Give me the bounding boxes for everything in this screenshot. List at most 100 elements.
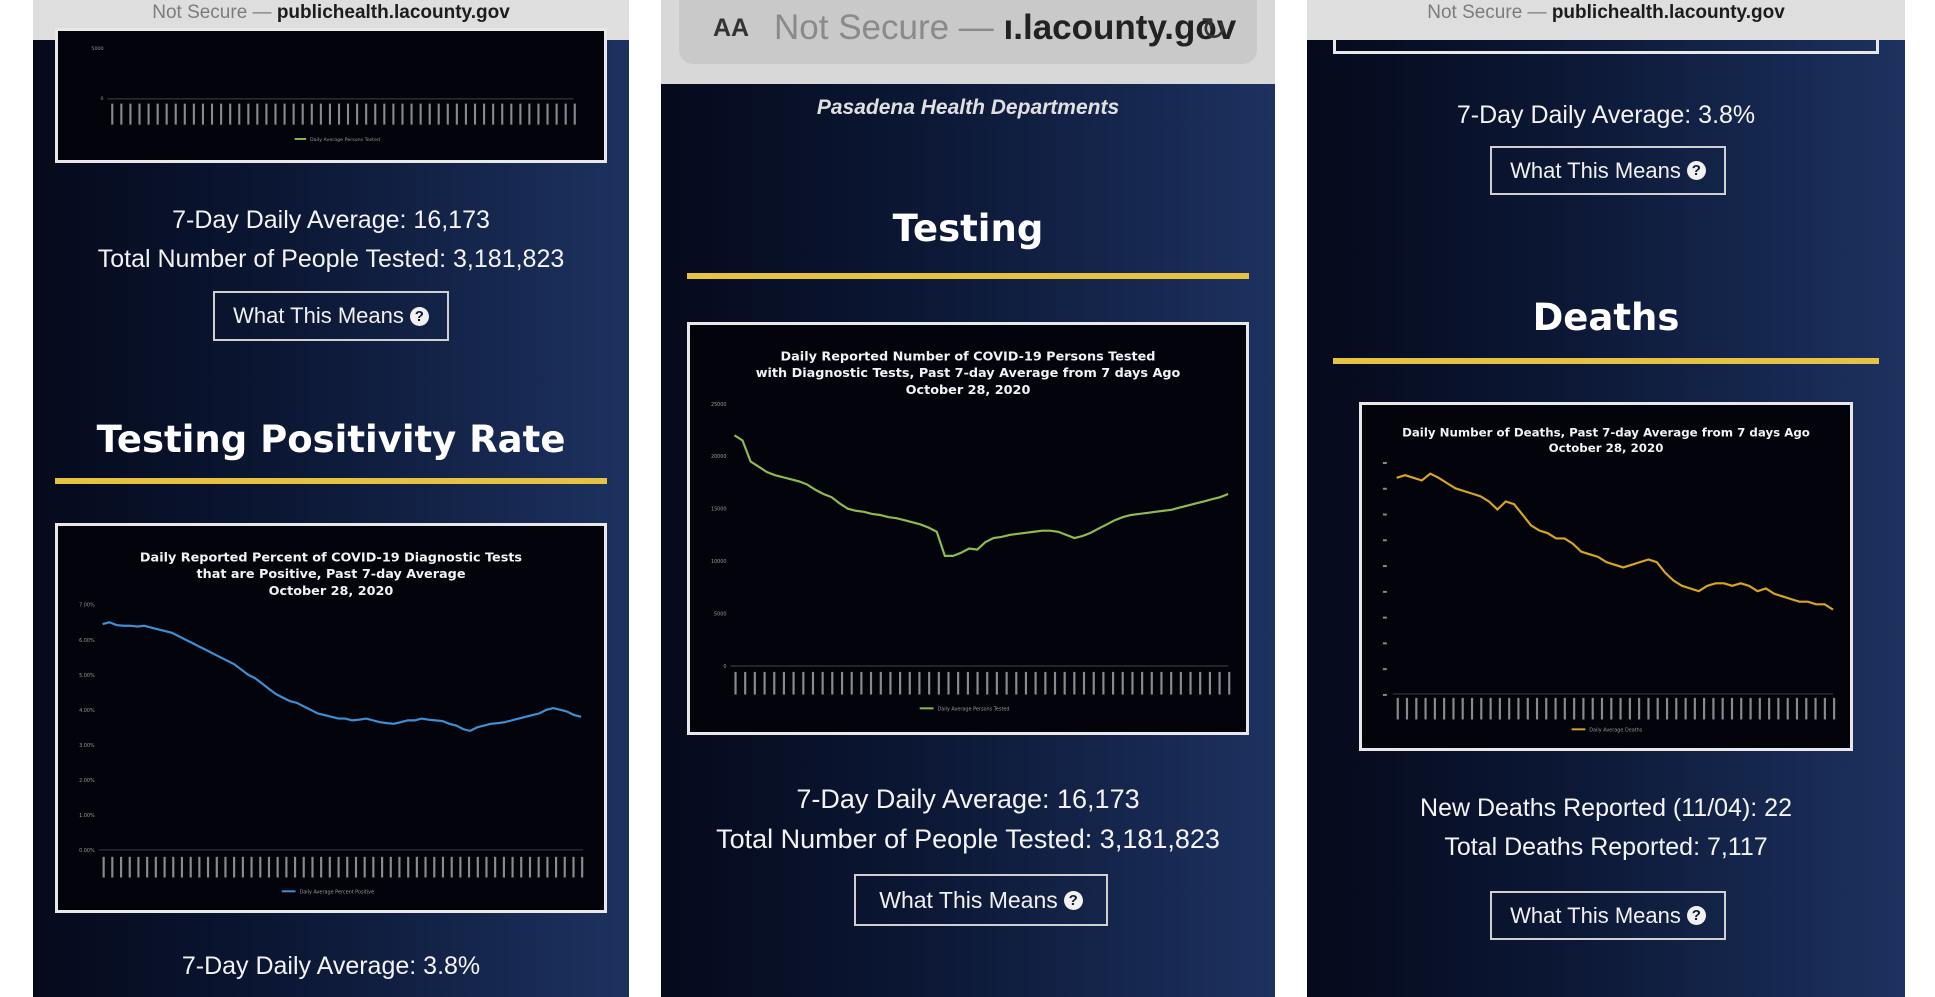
x-tick-label	[501, 103, 504, 125]
testing-total: Total Number of People Tested: 3,181,823	[97, 245, 565, 273]
y-tick-label: 4.00%	[79, 708, 95, 714]
y-tick-label: 20000	[711, 454, 727, 460]
x-tick-label	[1044, 671, 1047, 695]
x-tick-label	[928, 671, 931, 695]
x-tick-label	[428, 103, 431, 125]
x-tick-label	[111, 856, 114, 878]
url-bar[interactable]: Not Secure — publichealth.lacounty.gov	[1307, 0, 1905, 40]
x-tick-label	[782, 671, 785, 695]
section-title-positivity: Testing Positivity Rate	[96, 418, 566, 461]
x-tick-label	[908, 671, 911, 695]
x-tick-label	[154, 856, 157, 878]
x-tick-label	[172, 856, 175, 878]
x-tick-label	[174, 103, 177, 125]
x-tick-label	[528, 856, 532, 878]
what-this-means-button[interactable]: What This Means?	[213, 291, 449, 341]
x-tick-label	[102, 856, 105, 878]
x-tick-label	[520, 856, 523, 878]
x-tick-label	[1638, 697, 1641, 720]
x-tick-label	[293, 856, 297, 878]
x-tick-label	[238, 103, 241, 125]
x-tick-label	[392, 103, 395, 125]
deaths-series-line	[1396, 472, 1834, 611]
section-title-deaths: Deaths	[1532, 296, 1680, 339]
x-tick-label	[1777, 697, 1780, 720]
chart-title-line-1: Daily Reported Number of COVID-19 Person…	[781, 349, 1156, 364]
x-tick-label	[1517, 697, 1520, 720]
x-tick-label	[337, 856, 340, 878]
x-tick-label	[1665, 697, 1669, 720]
x-tick-label	[311, 856, 314, 878]
x-tick-label	[467, 856, 471, 878]
positivity-chart: Daily Reported Percent of COVID-19 Diagn…	[55, 523, 607, 913]
phone-panel-right: Not Secure — publichealth.lacounty.gov 7…	[1307, 0, 1905, 997]
x-tick-label	[1082, 671, 1086, 695]
x-tick-label	[1170, 671, 1173, 695]
x-tick-label	[1833, 697, 1836, 720]
x-tick-label	[137, 856, 140, 878]
y-tick-mark	[1382, 462, 1387, 464]
x-tick-label	[734, 671, 737, 695]
y-tick: 5000	[91, 46, 103, 52]
y-tick-mark	[1382, 565, 1387, 568]
x-tick-label	[1703, 697, 1706, 720]
x-tick-label	[283, 103, 286, 125]
x-tick-label	[1015, 671, 1018, 695]
x-tick-label	[572, 856, 575, 878]
x-tick-label	[1121, 671, 1124, 695]
x-tick-label	[1675, 697, 1678, 720]
x-tick-label	[957, 671, 960, 695]
y-axis-ticks	[1382, 462, 1387, 696]
x-tick-label	[1141, 671, 1144, 695]
what-this-means-button-deaths[interactable]: What This Means?	[1490, 891, 1726, 940]
testing-chart: Daily Reported Number of COVID-19 Person…	[687, 322, 1249, 735]
y-tick-mark	[1382, 539, 1387, 542]
y-tick-mark	[1382, 693, 1387, 696]
text-size-button[interactable]: AA	[713, 14, 750, 42]
chart-title-line-1: Daily Reported Percent of COVID-19 Diagn…	[140, 550, 523, 565]
x-tick-label	[744, 671, 747, 695]
button-label: What This Means	[1510, 902, 1681, 928]
x-tick-label	[537, 103, 540, 125]
x-tick-label	[802, 671, 805, 695]
section-divider	[687, 273, 1249, 279]
reload-icon[interactable]: ↻	[1200, 11, 1227, 47]
url-bar[interactable]: AA Not Secure — ı.lacounty.gov ↻	[661, 0, 1275, 84]
x-tick-label	[1600, 697, 1604, 720]
what-this-means-button-positivity[interactable]: What This Means?	[1490, 146, 1726, 195]
x-tick-label	[398, 856, 401, 878]
legend-label: Daily Average Deaths	[1589, 727, 1643, 733]
y-tick-label: 7.00%	[79, 603, 95, 609]
x-tick-label	[476, 856, 479, 878]
x-tick-label	[869, 671, 873, 695]
chart-title-line-3: October 28, 2020	[906, 383, 1031, 398]
y-tick-label: 25000	[711, 402, 727, 408]
x-tick-label	[401, 103, 404, 125]
y-axis-ticks: 25000 20000 15000 10000 5000 0	[711, 402, 727, 670]
x-tick-label	[966, 671, 969, 695]
x-tick-label	[265, 103, 268, 125]
url-pill[interactable]: AA Not Secure — ı.lacounty.gov ↻	[679, 0, 1257, 64]
y-tick-mark	[1382, 668, 1387, 671]
x-tick-label	[473, 103, 477, 125]
x-tick-label	[301, 103, 304, 125]
x-tick-label	[128, 856, 131, 878]
x-tick-label	[389, 856, 392, 878]
testing-chart-svg: Daily Reported Number of COVID-19 Person…	[711, 349, 1231, 712]
x-tick-label	[165, 103, 168, 125]
x-tick-label	[1573, 697, 1576, 720]
what-this-means-button[interactable]: What This Means?	[854, 874, 1108, 926]
x-tick-label	[1102, 671, 1105, 695]
x-tick-label	[1405, 697, 1409, 720]
x-tick-label	[1795, 697, 1799, 720]
chart-title-line-2: that are Positive, Past 7-day Average	[196, 567, 465, 582]
x-tick-label	[995, 671, 998, 695]
x-tick-label	[1693, 697, 1696, 720]
previous-chart-bottom-edge	[1333, 40, 1879, 54]
x-tick-label	[831, 671, 834, 695]
x-tick-label	[354, 856, 358, 878]
x-tick-label	[485, 856, 488, 878]
x-tick-label	[381, 856, 384, 878]
x-tick-label	[1208, 671, 1212, 695]
x-tick-label	[129, 103, 132, 125]
